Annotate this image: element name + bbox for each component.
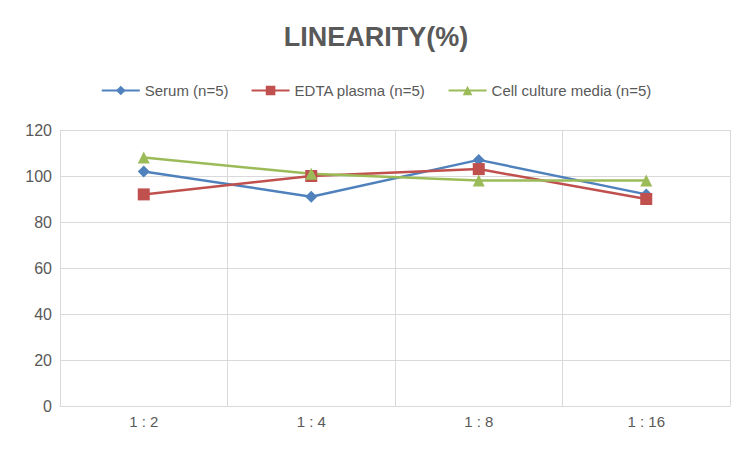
svg-text:1 : 16: 1 : 16 [627, 413, 665, 430]
svg-text:80: 80 [34, 214, 52, 231]
svg-text:20: 20 [34, 352, 52, 369]
svg-text:1 : 2: 1 : 2 [129, 413, 158, 430]
svg-text:40: 40 [34, 306, 52, 323]
svg-text:100: 100 [25, 168, 52, 185]
svg-text:LINEARITY(%): LINEARITY(%) [284, 22, 469, 52]
svg-text:Serum (n=5): Serum (n=5) [145, 82, 229, 99]
svg-text:1 : 8: 1 : 8 [464, 413, 493, 430]
svg-text:Cell culture media (n=5): Cell culture media (n=5) [492, 82, 652, 99]
svg-text:0: 0 [43, 398, 52, 415]
svg-text:EDTA plasma (n=5): EDTA plasma (n=5) [295, 82, 425, 99]
svg-text:1 : 4: 1 : 4 [297, 413, 326, 430]
svg-text:120: 120 [25, 122, 52, 139]
svg-text:60: 60 [34, 260, 52, 277]
